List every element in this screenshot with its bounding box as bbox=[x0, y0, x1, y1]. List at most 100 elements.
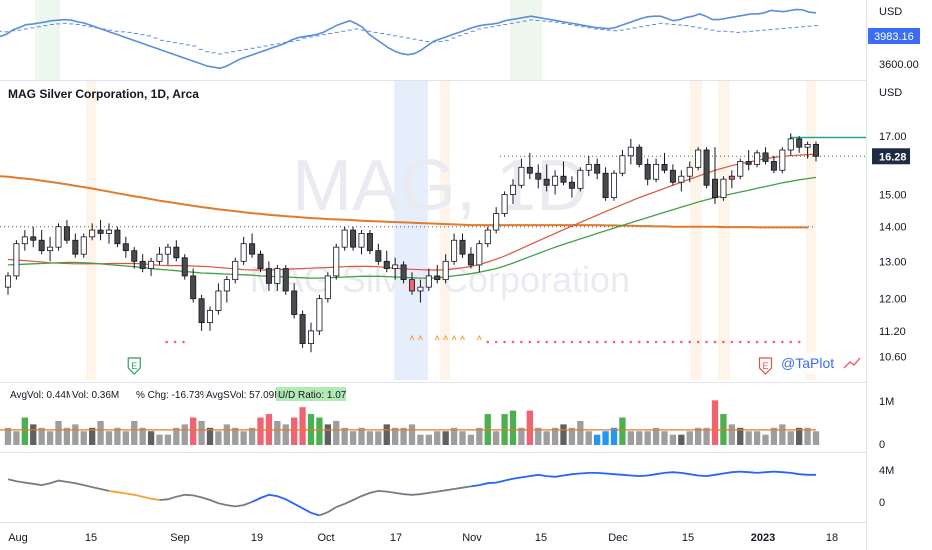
candle-body bbox=[451, 239, 458, 262]
volume-bar bbox=[652, 427, 660, 445]
candle-body bbox=[425, 275, 432, 288]
last-price-label: 16.28 bbox=[879, 151, 907, 163]
signal-dot bbox=[612, 340, 616, 344]
volume-bar bbox=[97, 420, 104, 445]
candle-body bbox=[737, 161, 744, 177]
signal-dot bbox=[755, 340, 759, 344]
candle-body bbox=[552, 175, 559, 186]
candle-body bbox=[636, 146, 643, 165]
volume-bar bbox=[476, 427, 483, 445]
candle-body bbox=[610, 172, 618, 199]
candle-body bbox=[148, 260, 155, 269]
candle-body bbox=[804, 143, 811, 148]
earnings-marker-icon[interactable] bbox=[127, 357, 141, 375]
candle-body bbox=[459, 239, 466, 255]
trend-arrow-icon bbox=[843, 357, 861, 369]
candle-body bbox=[72, 239, 79, 255]
volume-bar bbox=[812, 431, 820, 445]
candle-body bbox=[754, 152, 761, 165]
caret-marker bbox=[417, 334, 423, 341]
candle-body bbox=[4, 275, 12, 288]
indicator-panel bbox=[7, 470, 816, 517]
signal-dot bbox=[570, 340, 574, 344]
candle-body bbox=[543, 178, 550, 186]
volume-bar bbox=[560, 424, 567, 445]
volume-bar bbox=[467, 434, 475, 445]
volume-bar bbox=[518, 427, 525, 445]
indicator-line-segment bbox=[7, 478, 110, 492]
signal-dot bbox=[654, 340, 658, 344]
last-price-box bbox=[872, 148, 910, 165]
signal-dot bbox=[789, 340, 793, 344]
candle-body bbox=[47, 246, 54, 252]
price-tick-label: 15.00 bbox=[879, 190, 907, 202]
volume-bar bbox=[737, 427, 744, 445]
volume-bar bbox=[434, 431, 441, 445]
volume-bar bbox=[753, 431, 761, 445]
candle-body bbox=[442, 260, 449, 281]
time-tick-label: Aug bbox=[8, 532, 28, 544]
candle-body bbox=[619, 155, 626, 174]
volume-bar bbox=[627, 431, 634, 445]
indicator-line-segment bbox=[251, 493, 320, 517]
time-axis[interactable]: Aug 15 Sep 19 Oct 17 Nov 15 Dec 15 2023 18 bbox=[8, 532, 838, 544]
taplot-badge-text: @TaPlot bbox=[781, 355, 834, 371]
earnings-marker-icon[interactable] bbox=[758, 357, 773, 375]
signal-dot bbox=[713, 340, 717, 344]
volume-stat-box bbox=[70, 387, 130, 401]
candle-body bbox=[770, 161, 777, 171]
caret-marker bbox=[443, 334, 449, 341]
time-tick-label: Oct bbox=[317, 532, 334, 544]
candle-body bbox=[299, 314, 306, 344]
candle-body bbox=[240, 243, 247, 262]
volume-bar bbox=[366, 431, 374, 445]
volume-bar bbox=[215, 431, 222, 445]
candle-body bbox=[627, 146, 634, 157]
index-value-box bbox=[868, 28, 920, 44]
volume-bar bbox=[114, 427, 121, 445]
candle-body bbox=[223, 279, 230, 292]
volume-bar bbox=[459, 431, 466, 445]
volume-bar bbox=[669, 434, 677, 445]
relative-strength-panel bbox=[0, 8, 818, 70]
candle-body bbox=[139, 260, 146, 269]
volume-panel bbox=[0, 400, 820, 445]
volume-bar bbox=[594, 434, 601, 445]
indicator-tick-label: 4M bbox=[879, 465, 894, 477]
caret-marker bbox=[409, 334, 415, 341]
volume-bar bbox=[568, 427, 576, 445]
volume-bar bbox=[358, 427, 365, 445]
volume-bar bbox=[248, 427, 256, 445]
volume-bar bbox=[131, 420, 138, 445]
volume-bar bbox=[72, 424, 79, 445]
candle-body bbox=[493, 213, 500, 231]
volume-bar bbox=[644, 431, 651, 445]
time-tick-label: Nov bbox=[462, 532, 482, 544]
volume-bar bbox=[619, 417, 626, 445]
indicator-line-segment bbox=[470, 470, 816, 488]
candle-body bbox=[720, 178, 727, 199]
right-price-axis[interactable]: USD 3600.00 3983.16 USD 17.00 15.00 14.00 13.00… bbox=[868, 6, 920, 509]
signal-dot bbox=[680, 340, 683, 344]
indicator-line-segment bbox=[319, 485, 472, 517]
candle-body bbox=[577, 169, 584, 189]
signal-dot bbox=[536, 340, 540, 344]
candle-body bbox=[350, 229, 357, 248]
volume-bar bbox=[291, 417, 298, 445]
time-tick-label: Sep bbox=[170, 532, 190, 544]
indicator-tick-label: 0 bbox=[879, 497, 885, 509]
volume-stat-box bbox=[276, 387, 346, 401]
candle-body bbox=[686, 166, 693, 177]
candle-body bbox=[678, 175, 685, 183]
volume-stat-label: Vol: 0.36M bbox=[72, 390, 119, 401]
candle-body bbox=[206, 310, 214, 324]
rs-line bbox=[0, 8, 817, 70]
time-tick-label: 19 bbox=[251, 532, 263, 544]
signal-dot bbox=[595, 340, 599, 344]
volume-stat-label: AvgVol: 0.44M bbox=[10, 390, 74, 401]
volume-bar bbox=[661, 431, 668, 445]
candle-body bbox=[21, 236, 28, 245]
caret-marker bbox=[451, 334, 457, 341]
volume-stat-box bbox=[204, 387, 272, 401]
